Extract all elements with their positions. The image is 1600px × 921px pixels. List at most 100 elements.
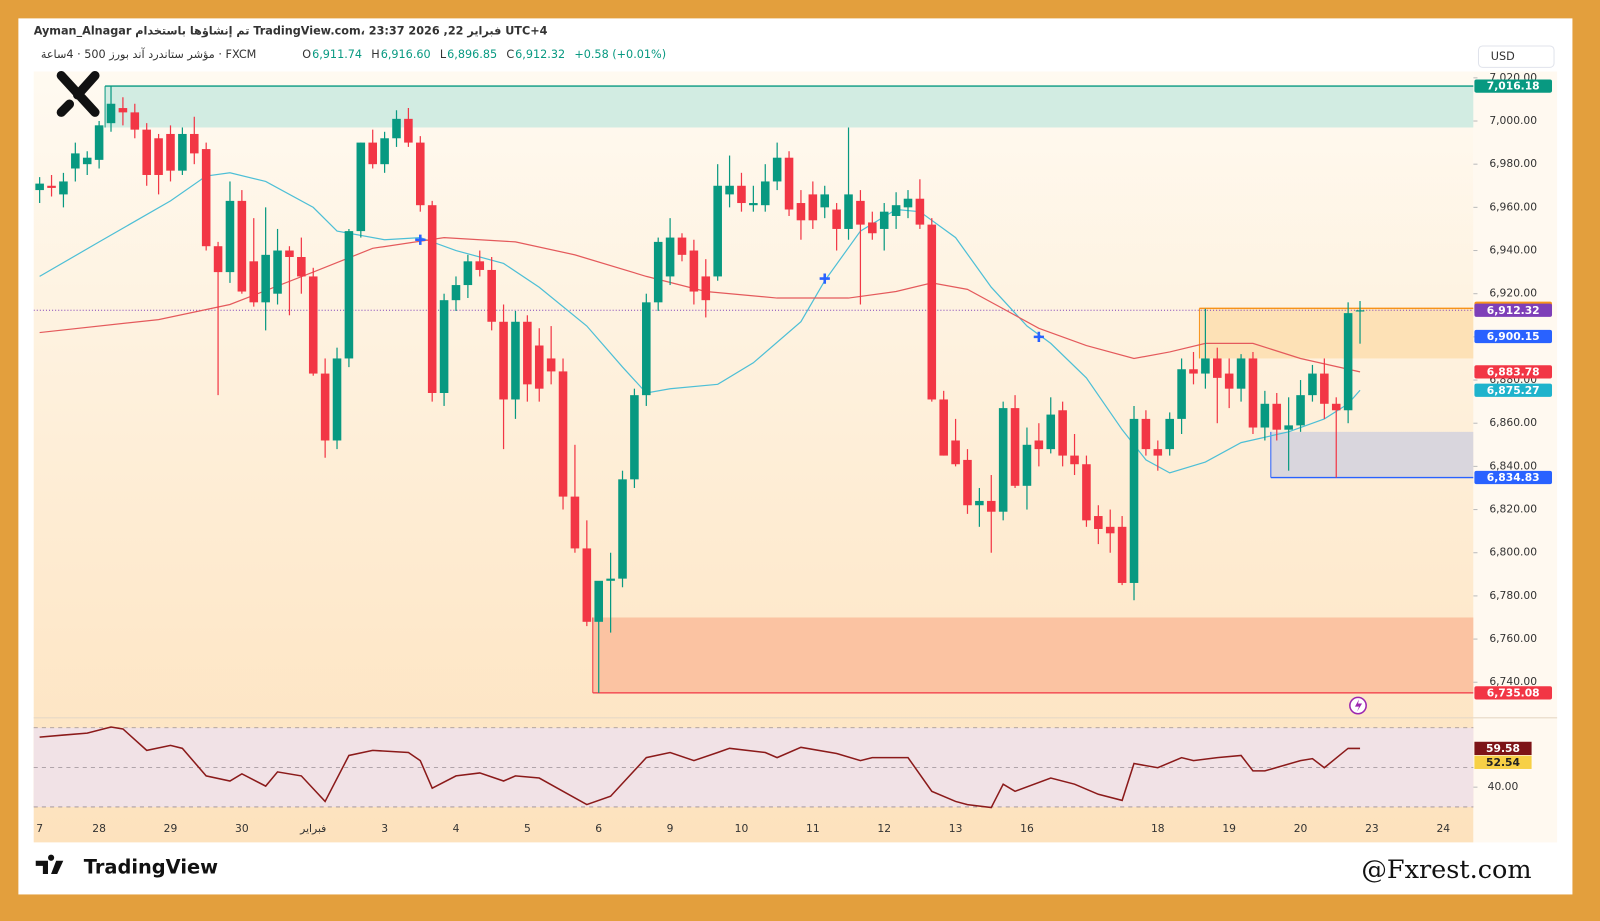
candle-body [963,459,972,506]
y-tick-label: 6,920.00 [1489,287,1537,300]
moving-average [39,172,1361,474]
logo [56,70,100,117]
price-label: 6,912.32 [1487,304,1540,317]
x-tick-label: 18 [1151,822,1165,835]
candle-body [820,194,830,208]
x-tick-label: 23 [1365,822,1379,835]
x-tick-label: 16 [1020,822,1034,835]
y-tick-label: 6,740.00 [1489,675,1537,688]
candle-body [487,269,496,322]
candle-body [1105,526,1115,534]
candle-body [1320,373,1329,404]
y-tick-label: 6,780.00 [1489,589,1537,602]
candle-body [118,108,128,113]
candle-body [868,222,877,234]
candle-body [618,479,627,579]
candle-body [71,153,80,169]
symbol: مؤشر ستاندرد آند بورز 500 · 4ساعة · FXCM [41,47,257,61]
ohlc-key: C [506,48,514,61]
candle-body [844,194,853,229]
candle-body [1248,358,1258,428]
price-label-bg [1474,686,1553,700]
candle-body [689,250,699,292]
candle-body [499,321,508,400]
currency-box[interactable] [1477,45,1555,68]
x-tick-label: 11 [806,822,820,835]
x-tick-label: 29 [164,822,178,835]
price-label-bg [1474,755,1532,769]
cross-marker [1033,331,1044,342]
candle-body [1165,418,1174,450]
candle-body [475,261,485,270]
price-label-bg [1474,303,1553,317]
y-tick-label: 6,980.00 [1489,157,1537,170]
candle-body [439,300,449,393]
candle-body [344,231,354,359]
candle-body [737,185,746,204]
zone [1270,431,1474,478]
ohlc-value: 6,911.74 [312,48,362,61]
candle-body [725,185,734,195]
candle-body [47,185,56,188]
candle-body [356,142,366,232]
zone [105,86,1474,128]
candle-body [59,181,68,195]
candle-body [998,408,1008,512]
candle-body [760,181,770,206]
candle-body [463,261,473,286]
ohlc-key: H [371,48,379,61]
candle-body [701,276,711,301]
price-label: 52.54 [1486,756,1520,769]
candle-body [939,399,948,456]
moving-average [39,236,1361,373]
price-label-bg [1474,383,1553,397]
y-tick-label: 6,940.00 [1489,244,1537,257]
candle-body [261,254,270,303]
y-tick-label: 6,800.00 [1489,546,1537,559]
candle-body [1141,418,1151,450]
price-label: 6,735.08 [1487,686,1540,699]
candle-body [523,321,532,385]
candle-body [903,198,913,208]
candle-body [178,133,187,171]
candle-body [915,198,925,225]
watermark: @Fxrest.com [1361,855,1531,885]
candle-body [1201,358,1210,374]
x-tick-label: 6 [595,822,602,835]
candle-body [784,157,794,210]
ohlc-value: 6,896.85 [447,48,497,61]
candle-body [1082,464,1091,521]
price-label: 6,900.15 [1487,330,1540,343]
candle-body [213,246,223,273]
price-label: 59.58 [1486,742,1520,755]
candle-body [1331,403,1341,411]
candle-body [297,257,306,277]
ohlc-value: 6,916.60 [381,48,431,61]
candle-body [273,250,282,294]
candle-body [1189,369,1198,374]
candle-body [320,373,330,441]
candle-body [1260,403,1270,428]
x-tick-label: 13 [949,822,963,835]
candle-body [582,548,592,622]
price-axis-background [1473,71,1558,843]
alert-icon[interactable] [1349,696,1367,715]
brand-logo [35,854,64,875]
ohlc-value: 6,912.32 [515,48,565,61]
candle-body [713,185,722,277]
candle-body [1308,373,1317,396]
candle-body [534,345,544,389]
zone [592,617,1474,693]
y-tick-label: 6,860.00 [1489,416,1537,429]
candle-body [368,142,377,165]
candle-body [392,118,401,139]
change: +0.58 (+0.01%) [574,48,666,61]
candle-body [1010,408,1020,486]
x-tick-label: 20 [1294,822,1308,835]
candle-body [154,138,163,175]
y-tick-label: 6,760.00 [1489,632,1537,645]
plot-area [33,85,1474,694]
candle-body [332,358,342,441]
candle-body [975,500,984,506]
